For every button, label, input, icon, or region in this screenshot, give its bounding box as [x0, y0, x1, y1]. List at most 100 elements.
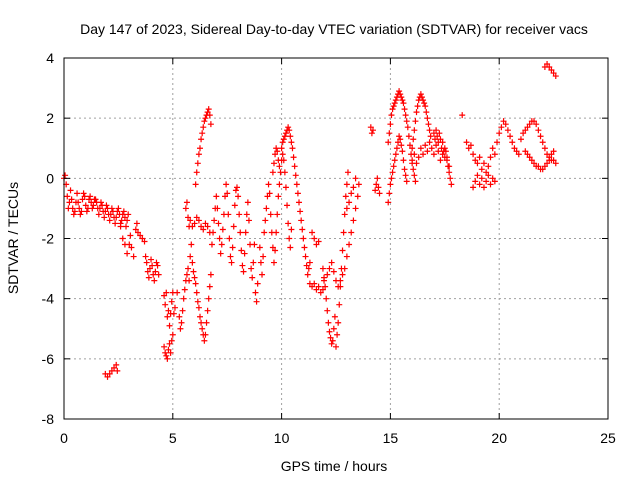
x-tick-label: 10 [274, 430, 290, 446]
data-point [344, 169, 351, 176]
data-point [165, 346, 172, 353]
data-point [541, 145, 548, 152]
data-point [487, 154, 494, 161]
data-point [352, 205, 359, 212]
data-point [340, 229, 347, 236]
data-point [489, 145, 496, 152]
data-point [230, 223, 237, 230]
data-point [306, 259, 313, 266]
data-point [195, 217, 202, 224]
data-point [368, 130, 375, 137]
data-point [422, 142, 429, 149]
data-point [391, 157, 398, 164]
data-point [217, 250, 224, 257]
data-point [88, 199, 95, 206]
data-point [548, 67, 555, 74]
data-point [274, 148, 281, 155]
data-point [396, 88, 403, 95]
data-point [447, 175, 454, 182]
data-point [144, 268, 151, 275]
data-point [485, 163, 492, 170]
data-point [174, 289, 181, 296]
data-point [386, 130, 393, 137]
data-point [445, 163, 452, 170]
data-point [400, 157, 407, 164]
data-point [354, 193, 361, 200]
data-point [330, 268, 337, 275]
data-point [390, 163, 397, 170]
data-point [420, 97, 427, 104]
data-point [78, 208, 85, 215]
data-point [207, 121, 214, 128]
data-point [376, 190, 383, 197]
data-point [224, 190, 231, 197]
data-point [374, 175, 381, 182]
data-point [252, 289, 259, 296]
data-point [459, 112, 466, 119]
data-point [550, 148, 557, 155]
data-point [401, 166, 408, 173]
data-point [302, 253, 309, 260]
data-point [550, 70, 557, 77]
data-point [235, 193, 242, 200]
data-point [296, 199, 303, 206]
data-point [106, 217, 113, 224]
data-point [544, 61, 551, 68]
data-point [207, 271, 214, 278]
data-point [305, 265, 312, 272]
data-point [111, 364, 118, 371]
data-point [294, 190, 301, 197]
data-point [218, 241, 225, 248]
y-tick-label: 2 [46, 110, 54, 126]
data-point [104, 373, 111, 380]
data-point [398, 94, 405, 101]
data-point [520, 130, 527, 137]
data-point [402, 112, 409, 119]
data-point [214, 205, 221, 212]
data-point [261, 229, 268, 236]
data-point [219, 226, 226, 233]
data-point [319, 265, 326, 272]
data-point [315, 238, 322, 245]
data-point [404, 124, 411, 131]
data-point [413, 109, 420, 116]
data-point [213, 193, 220, 200]
data-point [329, 337, 336, 344]
data-point [385, 139, 392, 146]
data-point [504, 127, 511, 134]
data-point [428, 145, 435, 152]
data-point [476, 154, 483, 161]
data-point [410, 136, 417, 143]
data-point [192, 280, 199, 287]
data-point [155, 271, 162, 278]
data-point [328, 340, 335, 347]
data-point [82, 202, 89, 209]
data-point [427, 133, 434, 140]
data-point [90, 202, 97, 209]
data-point [106, 370, 113, 377]
data-point [323, 295, 330, 302]
data-point [282, 130, 289, 137]
data-point [476, 181, 483, 188]
data-point [225, 211, 232, 218]
data-point [134, 229, 141, 236]
data-point [181, 286, 188, 293]
data-point [118, 217, 125, 224]
data-point [391, 100, 398, 107]
data-point [206, 112, 213, 119]
data-point [101, 214, 108, 221]
data-point [326, 265, 333, 272]
data-point [327, 334, 334, 341]
data-point [161, 292, 168, 299]
data-point [412, 118, 419, 125]
data-point [150, 271, 157, 278]
data-point [228, 259, 235, 266]
data-point [424, 148, 431, 155]
data-point [163, 289, 170, 296]
data-point [162, 349, 169, 356]
data-point [189, 259, 196, 266]
data-point [124, 217, 131, 224]
data-point [531, 118, 538, 125]
data-point [185, 265, 192, 272]
data-point [291, 163, 298, 170]
